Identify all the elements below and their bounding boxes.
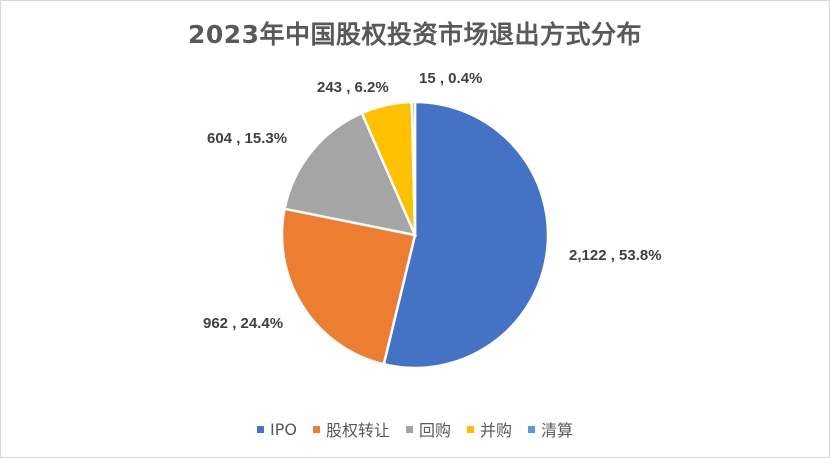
- legend-swatch-equity-transfer: [312, 425, 320, 433]
- pie-slice-liquidation: [410, 100, 417, 236]
- legend-label-merger: 并购: [479, 421, 512, 440]
- pie-slice-equity-transfer: [280, 207, 417, 366]
- pie-slice-ipo: [382, 100, 550, 370]
- data-label-liquidation: 15 , 0.4%: [419, 70, 482, 87]
- legend-item-merger: 并购: [466, 417, 512, 441]
- data-label-buyback: 604 , 15.3%: [207, 130, 287, 147]
- legend-item-buyback: 回购: [405, 417, 451, 441]
- legend-item-liquidation: 清算: [528, 417, 573, 441]
- chart-legend: IPO 股权转让 回购 并购 清算: [1, 417, 829, 441]
- pie-slice-buyback: [283, 111, 418, 237]
- legend-label-ipo: IPO: [269, 419, 297, 439]
- legend-swatch-merger: [466, 425, 474, 433]
- data-label-equity-transfer: 962 , 24.4%: [203, 315, 283, 332]
- legend-item-equity-transfer: 股权转让: [312, 417, 390, 441]
- legend-swatch-liquidation: [528, 425, 535, 433]
- legend-label-equity-transfer: 股权转让: [325, 421, 390, 440]
- legend-swatch-ipo: [256, 425, 264, 433]
- data-label-ipo: 2,122 , 53.8%: [569, 247, 662, 264]
- legend-label-liquidation: 清算: [541, 421, 574, 440]
- legend-item-ipo: IPO: [256, 419, 297, 439]
- legend-label-buyback: 回购: [418, 421, 451, 440]
- chart-title: 2023年中国股权投资市场退出方式分布: [187, 20, 643, 49]
- legend-swatch-buyback: [405, 425, 413, 433]
- data-label-merger: 243 , 6.2%: [317, 79, 389, 96]
